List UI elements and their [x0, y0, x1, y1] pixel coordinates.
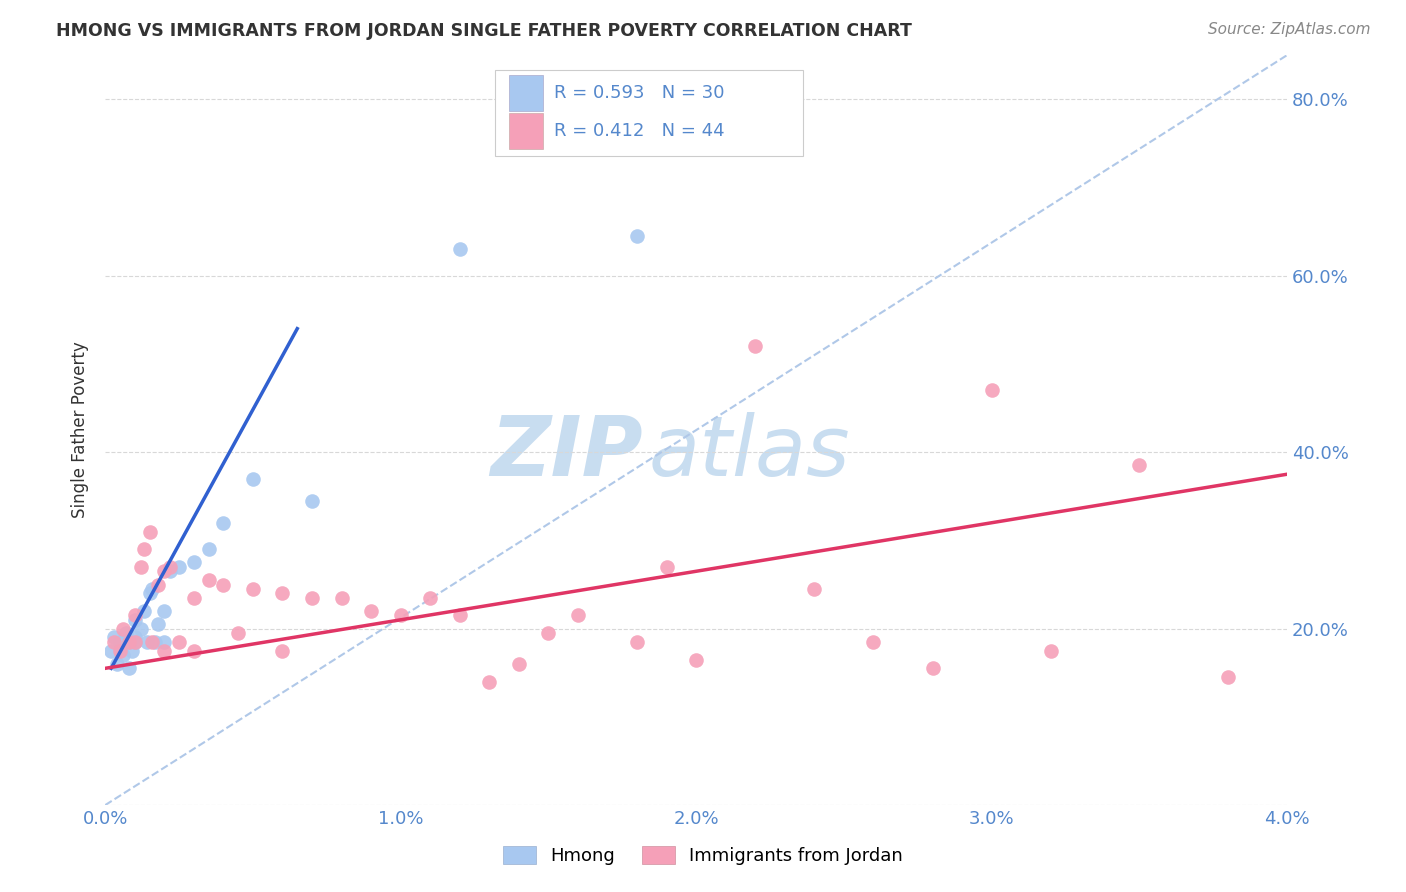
- Point: [301, 591, 323, 605]
- Point: [301, 493, 323, 508]
- Point: [212, 577, 235, 591]
- Point: [921, 661, 943, 675]
- Point: [419, 591, 441, 605]
- Point: [124, 631, 146, 645]
- Point: [153, 564, 176, 578]
- Point: [197, 573, 219, 587]
- Legend: Hmong, Immigrants from Jordan: Hmong, Immigrants from Jordan: [495, 837, 911, 874]
- Point: [138, 524, 160, 539]
- Point: [226, 626, 249, 640]
- Point: [449, 242, 471, 256]
- Text: HMONG VS IMMIGRANTS FROM JORDAN SINGLE FATHER POVERTY CORRELATION CHART: HMONG VS IMMIGRANTS FROM JORDAN SINGLE F…: [56, 22, 912, 40]
- Point: [129, 622, 152, 636]
- Text: atlas: atlas: [650, 412, 851, 493]
- Point: [183, 556, 205, 570]
- Point: [183, 591, 205, 605]
- Point: [148, 577, 170, 591]
- Point: [197, 542, 219, 557]
- Point: [655, 559, 678, 574]
- Point: [118, 635, 141, 649]
- Point: [567, 608, 589, 623]
- Point: [111, 622, 134, 636]
- Point: [271, 586, 294, 600]
- Text: ZIP: ZIP: [491, 412, 643, 493]
- Point: [124, 608, 146, 623]
- Point: [183, 643, 205, 657]
- Point: [167, 635, 190, 649]
- FancyBboxPatch shape: [495, 70, 803, 156]
- Point: [145, 635, 167, 649]
- Point: [153, 604, 176, 618]
- FancyBboxPatch shape: [509, 113, 543, 149]
- Point: [626, 635, 648, 649]
- Point: [360, 604, 382, 618]
- Point: [744, 339, 766, 353]
- FancyBboxPatch shape: [509, 76, 543, 112]
- Point: [508, 657, 530, 671]
- Point: [862, 635, 884, 649]
- Point: [626, 229, 648, 244]
- Point: [141, 582, 163, 596]
- Point: [159, 564, 181, 578]
- Point: [132, 542, 155, 557]
- Point: [108, 635, 131, 649]
- Point: [118, 661, 141, 675]
- Point: [685, 652, 707, 666]
- Point: [124, 635, 146, 649]
- Y-axis label: Single Father Poverty: Single Father Poverty: [72, 342, 89, 518]
- Point: [138, 586, 160, 600]
- Point: [389, 608, 412, 623]
- Point: [478, 674, 501, 689]
- Point: [1216, 670, 1239, 684]
- Point: [537, 626, 560, 640]
- Point: [242, 472, 264, 486]
- Point: [803, 582, 825, 596]
- Point: [159, 559, 181, 574]
- Point: [153, 635, 176, 649]
- Point: [242, 582, 264, 596]
- Point: [115, 626, 138, 640]
- Point: [124, 613, 146, 627]
- Point: [148, 617, 170, 632]
- Point: [449, 608, 471, 623]
- Point: [100, 643, 122, 657]
- Point: [103, 631, 125, 645]
- Point: [271, 643, 294, 657]
- Point: [212, 516, 235, 530]
- Point: [153, 643, 176, 657]
- Text: R = 0.593   N = 30: R = 0.593 N = 30: [554, 85, 725, 103]
- Text: Source: ZipAtlas.com: Source: ZipAtlas.com: [1208, 22, 1371, 37]
- Point: [124, 635, 146, 649]
- Point: [980, 384, 1002, 398]
- Point: [132, 604, 155, 618]
- Point: [141, 635, 163, 649]
- Point: [103, 635, 125, 649]
- Point: [330, 591, 353, 605]
- Point: [1039, 643, 1062, 657]
- Point: [105, 657, 128, 671]
- Point: [118, 635, 141, 649]
- Point: [1128, 458, 1150, 473]
- Text: R = 0.412   N = 44: R = 0.412 N = 44: [554, 122, 725, 140]
- Point: [129, 559, 152, 574]
- Point: [111, 648, 134, 662]
- Point: [108, 643, 131, 657]
- Point: [167, 559, 190, 574]
- Point: [121, 643, 143, 657]
- Point: [135, 635, 157, 649]
